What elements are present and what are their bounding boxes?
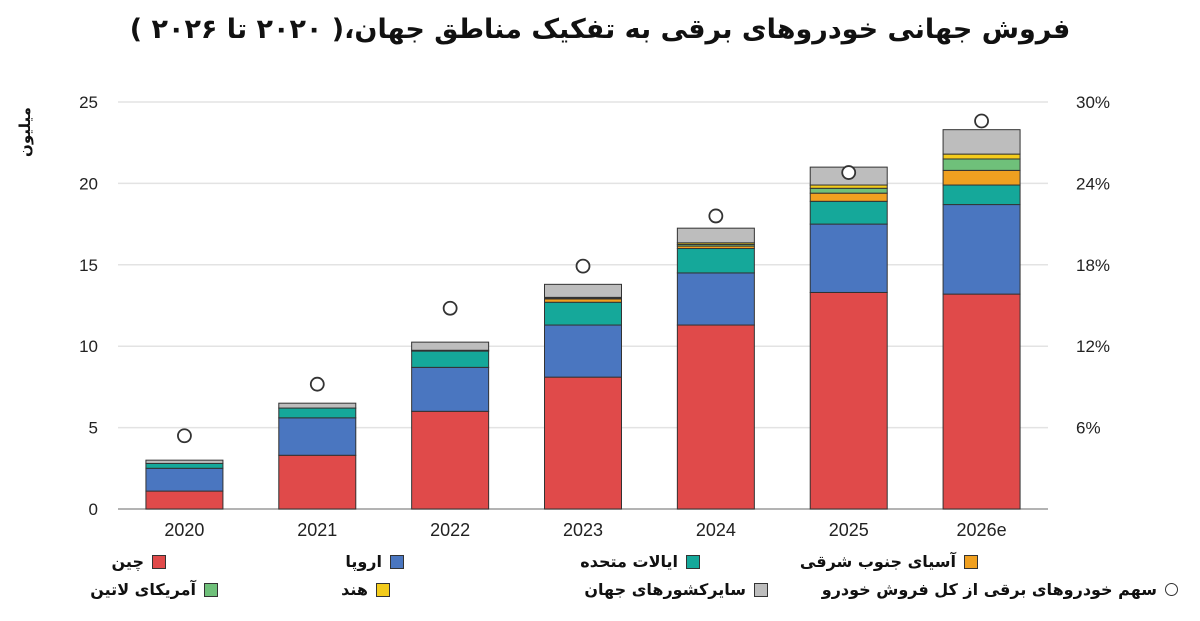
x-tick-label: 2024 bbox=[696, 520, 736, 540]
bar-segment bbox=[278, 407, 357, 419]
bar-segment bbox=[411, 350, 490, 368]
bar-segment bbox=[676, 248, 755, 274]
bar-segment bbox=[942, 169, 1021, 186]
y-tick-label: 20 bbox=[79, 174, 98, 193]
bar-segment bbox=[544, 301, 622, 326]
share-marker bbox=[442, 300, 458, 316]
share-marker bbox=[841, 165, 857, 180]
bar-segment bbox=[942, 204, 1021, 295]
bar-segment bbox=[145, 459, 224, 464]
bar-segment bbox=[809, 291, 888, 510]
x-tick-label: 2022 bbox=[430, 520, 470, 540]
share-marker bbox=[575, 258, 591, 274]
share-marker bbox=[309, 376, 325, 392]
y-axis-label: میلیون bbox=[16, 107, 34, 157]
bar-segment bbox=[145, 467, 224, 492]
y2-tick-label: 6% bbox=[1076, 419, 1101, 438]
share-marker bbox=[708, 208, 724, 224]
bar-segment bbox=[278, 454, 357, 510]
bar-segment bbox=[544, 376, 622, 510]
bar-segment bbox=[145, 490, 224, 510]
bar-segment bbox=[411, 341, 490, 351]
x-tick-label: 2023 bbox=[563, 520, 603, 540]
bar-segment bbox=[278, 402, 357, 409]
bar-segment bbox=[411, 410, 490, 510]
share-marker bbox=[974, 113, 989, 129]
bar-segment bbox=[676, 227, 755, 244]
bar-segment bbox=[145, 462, 224, 469]
bar-segment bbox=[942, 129, 1021, 155]
x-tick-label: 2025 bbox=[829, 520, 869, 540]
bar-segment bbox=[676, 272, 755, 326]
bar-segment bbox=[544, 283, 622, 298]
bar-segment bbox=[809, 192, 888, 202]
bar-segment bbox=[809, 187, 888, 194]
bar-segment bbox=[278, 417, 357, 456]
y2-tick-label: 12% bbox=[1076, 337, 1110, 356]
bar-segment bbox=[676, 324, 755, 510]
bar-segment bbox=[942, 153, 1021, 160]
bar-segment bbox=[411, 366, 490, 412]
y-tick-label: 5 bbox=[89, 419, 98, 438]
y-tick-label: 10 bbox=[79, 337, 98, 356]
bar-segment bbox=[942, 184, 1021, 206]
bar-segment bbox=[809, 200, 888, 225]
y2-tick-label: 24% bbox=[1076, 174, 1110, 193]
bar-segment bbox=[942, 158, 1021, 171]
bar-segment bbox=[809, 223, 888, 293]
y-tick-label: 0 bbox=[89, 500, 98, 519]
y2-tick-label: 30% bbox=[1076, 93, 1110, 112]
x-tick-label: 2026e bbox=[957, 520, 1007, 540]
x-tick-label: 2020 bbox=[164, 520, 204, 540]
y-tick-label: 15 bbox=[79, 256, 98, 275]
x-tick-label: 2021 bbox=[297, 520, 337, 540]
bar-segment bbox=[544, 324, 622, 378]
y2-tick-label: 18% bbox=[1076, 256, 1110, 275]
bar-segment bbox=[942, 293, 1021, 510]
chart-title: فروش جهانی خودروهای برقی به تفکیک مناطق … bbox=[129, 14, 1071, 45]
y-tick-label: 25 bbox=[79, 93, 98, 112]
share-marker bbox=[177, 428, 192, 444]
